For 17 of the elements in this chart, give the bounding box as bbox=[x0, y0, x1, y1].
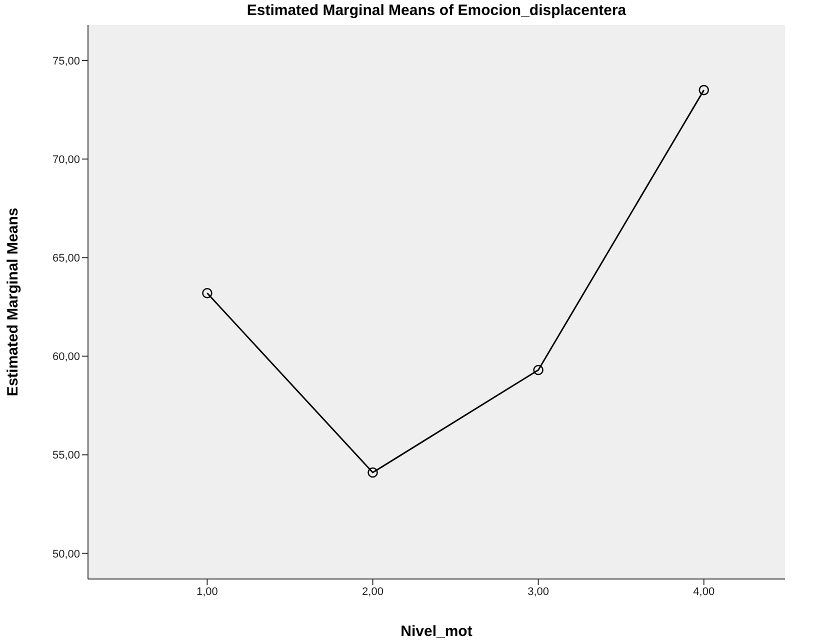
point bbox=[698, 84, 710, 96]
y-tick-label: 50,00 bbox=[52, 548, 80, 560]
chart-title: Estimated Marginal Means of Emocion_displacentera bbox=[246, 2, 628, 19]
x-axis-title: Nivel_mot bbox=[400, 623, 472, 640]
y-tick-label: 70,00 bbox=[52, 154, 80, 166]
x-tick-label: 1,00 bbox=[196, 586, 218, 598]
point bbox=[368, 467, 378, 478]
x-tick-label: 4,00 bbox=[693, 586, 715, 598]
x-tick-label: 3,00 bbox=[528, 586, 550, 598]
point bbox=[202, 288, 212, 298]
y-tick-label: 55,00 bbox=[52, 450, 80, 462]
y-axis-title: Estimated Marginal Means bbox=[4, 208, 22, 396]
y-tick-label: 65,00 bbox=[52, 252, 80, 265]
point bbox=[533, 364, 544, 376]
y-tick-label: 75,00 bbox=[52, 55, 80, 68]
x-tick-label: 2,00 bbox=[362, 586, 384, 598]
y-tick-label: 60,00 bbox=[52, 351, 80, 364]
